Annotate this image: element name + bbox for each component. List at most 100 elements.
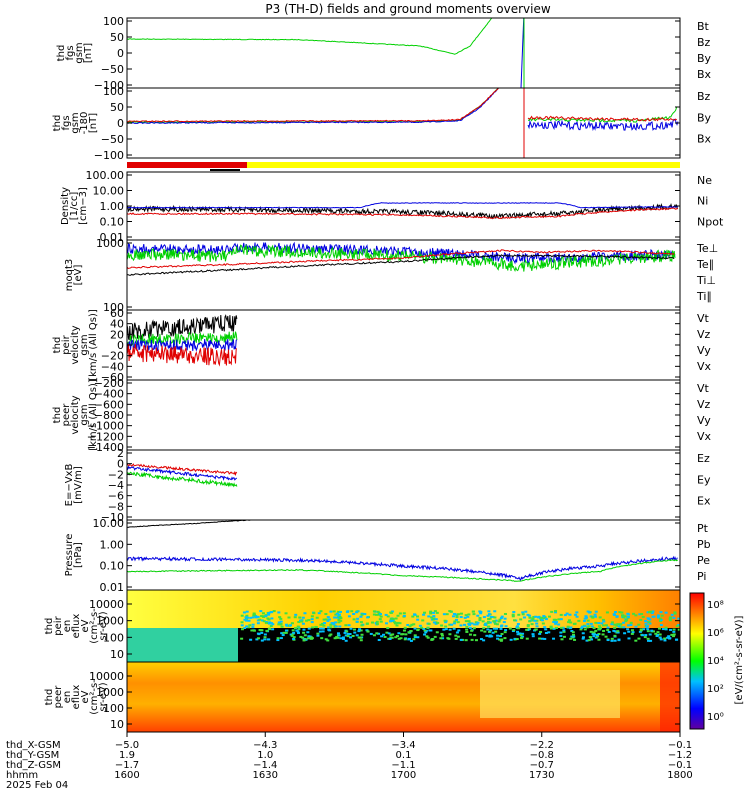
y-tick-label: 100 — [103, 631, 124, 644]
y-tick-label: 1.00 — [100, 538, 125, 551]
x-tick-label: −1.4 — [253, 760, 277, 771]
legend-by: By — [697, 52, 712, 65]
y-axis-label: Pressure — [64, 534, 75, 577]
y-tick-label: 0 — [117, 339, 124, 352]
legend-vt: Vt — [697, 312, 710, 325]
x-row-label: 2025 Feb 04 — [6, 780, 68, 791]
legend-bt: Bt — [697, 20, 710, 33]
y-tick-label: 10.00 — [93, 517, 125, 530]
y-axis-label: fgs — [65, 45, 76, 60]
figure-title: P3 (TH-D) fields and ground moments over… — [265, 2, 550, 16]
panel-4: 1000 100 moqt3[eV] Te⊥ Te∥ Ti⊥ Ti∥ — [64, 237, 718, 314]
y-tick-label: −4 — [108, 479, 124, 492]
y-tick-label: −50 — [101, 63, 124, 76]
y-axis-label: thd — [52, 115, 63, 132]
state-bar-marker — [210, 169, 240, 171]
y-axis-label: velocity — [70, 395, 81, 434]
y-tick-label: 1.00 — [100, 200, 125, 213]
y-tick-label: 0.01 — [100, 581, 125, 594]
y-tick-label: 100.00 — [86, 169, 125, 182]
x-tick-label: −0.8 — [530, 750, 554, 761]
y-tick-label: 50 — [110, 31, 124, 44]
y-tick-label: −50 — [101, 133, 124, 146]
y-tick-label: −8 — [108, 500, 124, 513]
y-axis-label: eflux — [71, 614, 82, 639]
y-axis-label: moqt3 — [64, 259, 75, 292]
legend-ne: Ne — [697, 174, 712, 187]
y-tick-label: 0.10 — [100, 216, 125, 229]
legend-ey: Ey — [697, 473, 711, 486]
legend-ex: Ex — [697, 495, 711, 508]
y-tick-label: −40 — [101, 360, 124, 373]
x-row-label: thd_Z-GSM — [6, 760, 61, 771]
y-axis-label: sr-eV) — [98, 611, 109, 640]
y-axis-label: -180 — [79, 112, 90, 135]
y-tick-label: −100 — [94, 79, 124, 92]
y-axis-label: peer — [61, 403, 72, 427]
legend-npot: Npot — [697, 215, 724, 228]
y-tick-label: −20 — [101, 350, 124, 363]
y-axis-label: [km/s (All Qs)] — [88, 379, 99, 451]
x-tick-label: 1700 — [391, 770, 416, 781]
spectrogram-electron-bright — [480, 670, 620, 718]
y-axis-label: thd — [44, 618, 55, 635]
colorbar-label: [eV/(cm²-s-sr-eV)] — [734, 615, 745, 704]
y-axis-label: peir — [53, 615, 64, 635]
x-tick-label: −1.7 — [115, 760, 139, 771]
y-tick-label: 100 — [103, 85, 124, 98]
x-tick-label: −0.1 — [668, 740, 692, 751]
series-ey — [127, 471, 238, 488]
y-tick-label: 10 — [110, 648, 124, 661]
legend-by: By — [697, 111, 712, 124]
colorbar-tick: 10⁰ — [707, 712, 724, 723]
x-tick-label: 1800 — [667, 770, 692, 781]
y-tick-label: 20 — [110, 328, 124, 341]
y-tick-label: 10000 — [89, 598, 124, 611]
panel-8: 10.00 1.00 0.10 0.01 Pressure[nPa] Pt Pb Pe Pi — [64, 517, 711, 594]
y-axis-label: [nPa] — [73, 542, 84, 568]
legend-ni: Ni — [697, 195, 708, 208]
colorbar-tick: 10² — [707, 684, 724, 695]
y-axis-label: Density — [60, 187, 71, 225]
y-axis-label: eV — [80, 619, 91, 632]
state-bar-red — [127, 162, 247, 168]
y-tick-label: 60 — [110, 307, 124, 320]
y-tick-label: 2 — [117, 447, 124, 460]
y-axis-label: E=−VxB — [64, 464, 75, 507]
legend-vt: Vt — [697, 382, 710, 395]
y-tick-label: 1000 — [96, 237, 124, 250]
series-by — [127, 18, 493, 55]
x-tick-label: −0.1 — [668, 760, 692, 771]
legend-vy: Vy — [697, 414, 711, 427]
legend-vz: Vz — [697, 398, 711, 411]
x-row-label: hhmm — [6, 770, 38, 781]
y-axis-label: [mV/m] — [73, 466, 84, 504]
legend-vx: Vx — [697, 360, 712, 373]
y-axis-label: thd — [56, 45, 67, 62]
legend-vy: Vy — [697, 344, 711, 357]
x-tick-label: −1.2 — [668, 750, 692, 761]
y-axis-label: thd — [44, 689, 55, 706]
series-te-par — [127, 254, 675, 276]
y-tick-label: −1200 — [87, 430, 124, 443]
y-axis-label: peer — [53, 685, 64, 709]
y-axis-label: thd — [52, 337, 63, 354]
state-bar-yellow — [247, 162, 680, 168]
legend-ti⊥: Ti⊥ — [696, 274, 716, 287]
series-ez — [127, 463, 238, 477]
legend-ti∥: Ti∥ — [696, 290, 712, 303]
x-tick-label: −3.4 — [391, 740, 415, 751]
legend-vz: Vz — [697, 328, 711, 341]
series-by — [127, 88, 500, 124]
legend-bx: Bx — [697, 133, 712, 146]
x-tick-label: 1.0 — [257, 750, 273, 761]
y-axis-label: [cm−3] — [78, 187, 89, 225]
panel-9: 10000 1000 100 10 thdpeirenefluxeV(cm²-s-sr-… — [44, 589, 681, 663]
legend-ez: Ez — [697, 452, 710, 465]
y-axis-label: fgs — [61, 115, 72, 130]
series-npot — [127, 202, 678, 209]
panel-7: 20−2−4−6−8−10 E=−VxB[mV/m] Ez Ey Ex — [64, 447, 711, 524]
y-tick-label: −200 — [94, 377, 124, 390]
y-axis-label: [nT] — [83, 43, 94, 63]
